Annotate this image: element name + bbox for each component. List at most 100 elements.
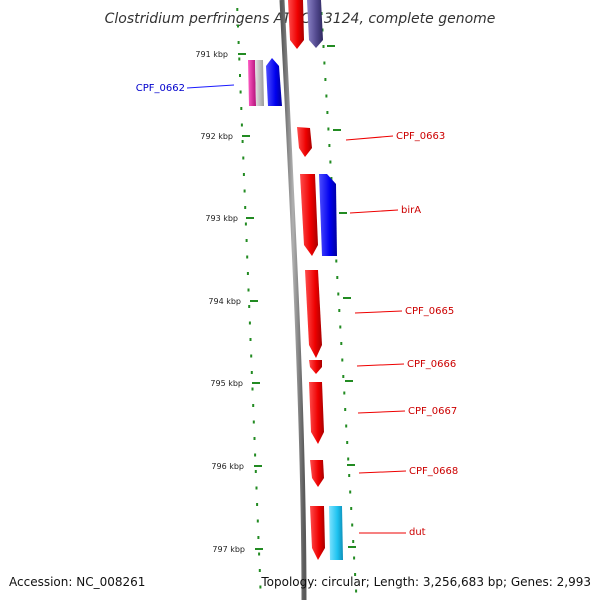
scale-dot bbox=[236, 8, 239, 11]
scale-dot bbox=[251, 387, 254, 391]
gene-leader bbox=[186, 84, 235, 89]
scale-dot bbox=[247, 288, 250, 292]
gene-label: birA bbox=[401, 205, 421, 216]
scale-dot bbox=[328, 144, 331, 147]
tick-dots-right bbox=[320, 12, 358, 593]
scale-dot bbox=[344, 408, 347, 411]
scale-ticks: 791 kbp 792 kbp 793 kbp 794 kbp 795 kbp … bbox=[195, 50, 263, 554]
scale-dot bbox=[350, 507, 353, 510]
scale-dot bbox=[341, 358, 344, 362]
gene-cpf0667[interactable]: CPF_0667 bbox=[309, 382, 457, 444]
gene-top-purple[interactable] bbox=[307, 0, 323, 48]
scale-dot bbox=[239, 90, 242, 94]
scale-dot bbox=[248, 321, 251, 325]
gene-label: CPF_0665 bbox=[405, 306, 454, 317]
scale-dot bbox=[325, 94, 328, 98]
scale-dot bbox=[258, 569, 261, 572]
gene-dut[interactable]: dut bbox=[310, 506, 426, 560]
gene-leader bbox=[358, 470, 407, 474]
scale-dot bbox=[343, 391, 346, 395]
gene-label: CPF_0662 bbox=[136, 83, 185, 94]
gene-leader bbox=[356, 363, 405, 367]
scale-dot bbox=[351, 523, 354, 527]
gene-label: CPF_0667 bbox=[408, 406, 457, 417]
gene-leader bbox=[349, 209, 399, 214]
scale-dot bbox=[240, 123, 243, 127]
tick-label: 791 kbp bbox=[195, 50, 228, 59]
scale-dot bbox=[237, 41, 240, 44]
scale-dot bbox=[244, 222, 247, 226]
scale-dot bbox=[256, 519, 259, 523]
gene-top-red[interactable] bbox=[288, 0, 304, 49]
scale-dot bbox=[248, 305, 251, 308]
gene-cpf0668[interactable]: CPF_0668 bbox=[310, 460, 458, 487]
genome-backbone bbox=[279, 0, 307, 600]
scale-dot bbox=[246, 272, 249, 275]
scale-dot bbox=[254, 453, 257, 457]
gene-cpf0666[interactable]: CPF_0666 bbox=[309, 359, 456, 374]
scale-dot bbox=[253, 437, 256, 440]
scale-dot bbox=[353, 556, 356, 560]
tick-label: 794 kbp bbox=[208, 297, 241, 306]
gene-label: CPF_0668 bbox=[409, 466, 458, 477]
gene-leader bbox=[345, 135, 394, 141]
scale-dot bbox=[242, 173, 245, 176]
scale-dot bbox=[250, 371, 253, 374]
scale-dot bbox=[347, 457, 350, 461]
gene-label: dut bbox=[409, 527, 426, 538]
gene-label: CPF_0666 bbox=[407, 359, 456, 370]
scale-dot bbox=[337, 292, 340, 296]
gene-grey[interactable] bbox=[255, 60, 264, 106]
scale-dot bbox=[259, 585, 262, 589]
scale-dot bbox=[243, 189, 246, 193]
scale-dot bbox=[322, 45, 325, 48]
gene-bira[interactable]: birA bbox=[300, 174, 421, 256]
scale-dot bbox=[342, 375, 345, 378]
scale-dot bbox=[257, 536, 260, 539]
scale-dot bbox=[338, 309, 341, 312]
scale-dot bbox=[348, 474, 351, 477]
scale-dot bbox=[250, 354, 253, 358]
scale-dot bbox=[336, 276, 339, 279]
scale-dot bbox=[246, 255, 249, 259]
scale-dot bbox=[345, 424, 348, 428]
scale-dot bbox=[252, 420, 255, 424]
scale-dot bbox=[239, 74, 241, 77]
scale-ticks-inner bbox=[327, 45, 356, 548]
tick-label: 795 kbp bbox=[210, 379, 243, 388]
gene-dut-partner[interactable] bbox=[329, 506, 343, 560]
tick-label: 796 kbp bbox=[211, 462, 244, 471]
scale-dot bbox=[240, 107, 243, 110]
scale-dot bbox=[237, 24, 239, 28]
scale-dot bbox=[324, 78, 327, 81]
gene-label: CPF_0663 bbox=[396, 131, 445, 142]
scale-dot bbox=[238, 57, 241, 61]
scale-dot bbox=[249, 338, 252, 341]
gene-cpf0665[interactable]: CPF_0665 bbox=[305, 270, 454, 358]
gene-leader bbox=[354, 310, 403, 314]
gene-cpf0663[interactable]: CPF_0663 bbox=[297, 127, 445, 157]
scale-dot bbox=[245, 239, 248, 242]
scale-dot bbox=[335, 259, 338, 263]
scale-dot bbox=[329, 160, 332, 164]
scale-dot bbox=[252, 404, 255, 407]
scale-dot bbox=[330, 177, 333, 180]
scale-dot bbox=[258, 552, 261, 556]
scale-dot bbox=[241, 140, 244, 143]
scale-dot bbox=[255, 486, 258, 490]
scale-dot bbox=[346, 441, 349, 444]
scale-dot bbox=[354, 573, 357, 576]
accession-text: Accession: NC_008261 bbox=[9, 575, 145, 589]
scale-dot bbox=[340, 342, 343, 345]
gene-cpf0662[interactable]: CPF_0662 bbox=[136, 58, 282, 106]
gene-bira-partner[interactable] bbox=[319, 174, 337, 256]
scale-dot bbox=[242, 156, 245, 160]
scale-dot bbox=[244, 206, 247, 209]
genome-summary-text: Topology: circular; Length: 3,256,683 bp… bbox=[260, 575, 591, 589]
scale-dot bbox=[355, 589, 358, 593]
scale-dot bbox=[323, 61, 326, 65]
tick-label: 792 kbp bbox=[200, 132, 233, 141]
scale-dot bbox=[254, 470, 257, 473]
tick-label: 797 kbp bbox=[212, 545, 245, 554]
gene-magenta[interactable] bbox=[248, 60, 256, 106]
